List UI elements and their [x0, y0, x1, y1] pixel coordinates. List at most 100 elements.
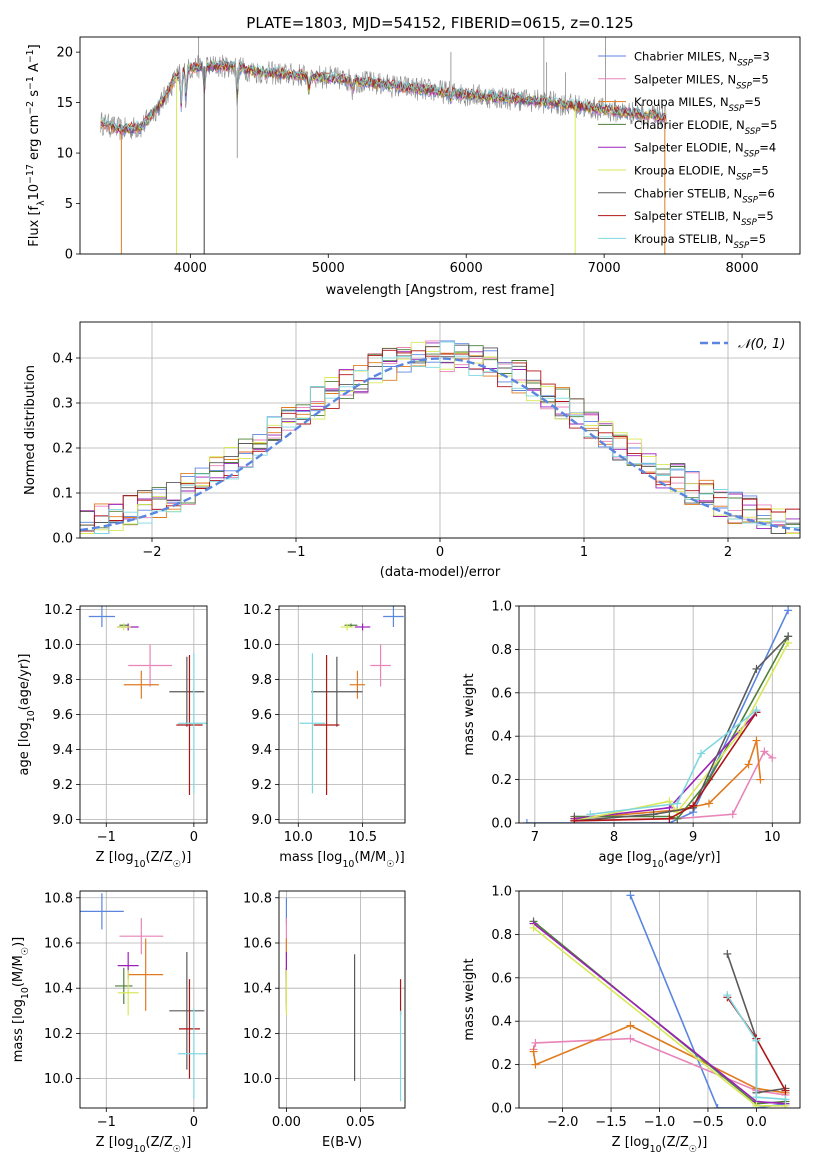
- mass-vs-ebv-panel: 0.00 0.05 10.0 10.2 10.4 10.6 10.8 E(B-V): [243, 890, 406, 1150]
- y-tick-label: 10.0: [44, 638, 73, 653]
- x-tick-label: 10.0: [284, 830, 313, 845]
- x-tick-label: −1: [97, 830, 116, 845]
- x-tick-label: −1.0: [644, 1115, 676, 1130]
- axes-frame: [518, 890, 801, 1109]
- y-tick-label: 5: [65, 197, 73, 212]
- series-line-chabrier_stelib: [574, 635, 789, 822]
- y-tick-label: 0.2: [491, 773, 512, 788]
- y-tick-label: 0.0: [491, 817, 512, 832]
- x-axis-label: Z [log10(Z/Z☉)]: [96, 850, 192, 870]
- y-tick-label: 0.0: [52, 532, 73, 547]
- mass-vs-Z-panel: −1 0 10.0 10.2 10.4 10.6 10.8 Z [log10(Z/Z☉)] ma…: [11, 890, 208, 1155]
- x-tick-label: 8: [610, 830, 618, 845]
- legend-entry: Salpeter MILES, NSSP=5: [634, 72, 769, 91]
- y-axis-label: Normed distribution: [23, 365, 38, 495]
- series-line-salpeter_stelib: [574, 711, 758, 822]
- y-tick-label: 9.2: [251, 778, 272, 793]
- legend-entry: 𝒩(0, 1): [738, 337, 785, 352]
- y-tick-label: 9.2: [52, 778, 73, 793]
- age-vs-mass-panel-points: [299, 606, 404, 795]
- x-tick-label: 1: [580, 545, 588, 560]
- histogram-lines: [80, 340, 800, 534]
- y-tick-label: 10.4: [44, 982, 73, 997]
- massweight-vs-Z-panel: −2.0 −1.5 −1.0 −0.5 0.0 0.0 0.2 0.4 0.6 0.8 1.0 Z […: [462, 885, 801, 1155]
- x-axis-label: age [log10(age/yr)]: [599, 850, 721, 870]
- x-tick-label: −2: [142, 545, 161, 560]
- y-tick-label: 0.8: [491, 928, 512, 943]
- y-tick-label: 0.0: [491, 1102, 512, 1117]
- y-tick-label: 9.8: [52, 673, 73, 688]
- series-line-kroupa_stelib: [726, 994, 786, 1101]
- axes-frame: [79, 890, 208, 1109]
- x-tick-label: 10: [764, 830, 781, 845]
- age-vs-Z-panel: −1 0 9.0 9.2 9.4 9.6 9.8 10.0 10.2 Z [log10(Z/Z☉)…: [17, 603, 208, 870]
- x-tick-label: 0.00: [272, 1115, 301, 1130]
- y-tick-label: 0.6: [491, 686, 512, 701]
- axes-frame: [278, 605, 406, 824]
- legend-entry: Kroupa MILES, NSSP=5: [634, 95, 761, 114]
- x-tick-label: −0.5: [692, 1115, 724, 1130]
- mass-vs-ebv-panel-points: [285, 897, 402, 1102]
- x-axis-label: mass [log10(M/M☉)]: [279, 850, 405, 870]
- y-tick-label: 10.6: [243, 936, 272, 951]
- y-axis-label: mass [log10(M/M☉)]: [11, 937, 31, 1063]
- mass-vs-Z-panel-points: [80, 893, 207, 1099]
- y-tick-label: 0.4: [491, 730, 512, 745]
- massweight-vs-age-panel-lines: [522, 606, 793, 823]
- y-tick-label: 10.0: [243, 1072, 272, 1087]
- spectrum-panel: 4000 5000 6000 7000 8000 0 5 10 15 20 wavelength […: [25, 36, 801, 298]
- x-tick-label: 9: [689, 830, 697, 845]
- x-tick-label: 10.5: [348, 830, 377, 845]
- x-tick-label: 0: [190, 830, 198, 845]
- x-axis-label: Z [log10(Z/Z☉)]: [96, 1135, 192, 1155]
- residuals-panel: −2 −1 0 1 2 0.0 0.1 0.2 0.3 0.4 (data-model)/error…: [23, 321, 801, 580]
- residuals-legend: 𝒩(0, 1): [700, 337, 785, 352]
- axes-frame: [79, 605, 208, 824]
- y-tick-label: 10.6: [44, 936, 73, 951]
- y-tick-label: 10.2: [44, 603, 73, 618]
- model-spectrum-kroupa_stelib: [100, 59, 666, 132]
- y-tick-label: 0.2: [52, 442, 73, 457]
- x-tick-label: 7: [531, 830, 539, 845]
- y-tick-label: 20: [56, 46, 73, 61]
- x-tick-label: 4000: [174, 261, 207, 276]
- y-tick-label: 0.3: [52, 397, 73, 412]
- y-tick-label: 10.2: [243, 1027, 272, 1042]
- normal-curve: [80, 357, 800, 532]
- spectrum-lines: [100, 37, 667, 254]
- x-tick-label: −1: [286, 545, 305, 560]
- x-axis-label: E(B-V): [322, 1135, 362, 1150]
- x-tick-label: 2: [724, 545, 732, 560]
- legend-entry: Chabrier STELIB, NSSP=6: [634, 186, 775, 205]
- y-tick-label: 9.6: [251, 708, 272, 723]
- axes-frame: [278, 890, 406, 1109]
- y-tick-label: 10.2: [243, 603, 272, 618]
- series-line-chabrier_elodie: [574, 636, 789, 820]
- y-tick-label: 0.4: [491, 1015, 512, 1030]
- legend-entry: Kroupa ELODIE, NSSP=5: [634, 164, 769, 183]
- y-tick-label: 0.4: [52, 352, 73, 367]
- x-tick-label: −1: [97, 1115, 116, 1130]
- x-axis-label: Z [log10(Z/Z☉)]: [612, 1135, 708, 1155]
- x-tick-label: 0: [190, 1115, 198, 1130]
- y-tick-label: 1.0: [491, 885, 512, 900]
- axes-frame: [79, 36, 801, 255]
- y-tick-label: 10: [56, 147, 73, 162]
- massweight-vs-age-panel: 7 8 9 10 0.0 0.2 0.4 0.6 0.8 1.0 age [log10(age/yr…: [462, 600, 801, 870]
- legend-entry: Salpeter ELODIE, NSSP=4: [634, 141, 776, 160]
- axes-frame: [79, 321, 801, 539]
- series-line-kroupa_stelib: [590, 709, 757, 816]
- y-tick-label: 0: [65, 248, 73, 263]
- x-tick-label: 8000: [726, 261, 759, 276]
- y-axis-label: mass weight: [462, 673, 477, 755]
- y-tick-label: 10.4: [243, 982, 272, 997]
- figure-title: PLATE=1803, MJD=54152, FIBERID=0615, z=0…: [246, 14, 633, 32]
- y-axis-label: mass weight: [462, 958, 477, 1040]
- x-tick-label: 0.05: [346, 1115, 375, 1130]
- plot-background: [80, 37, 800, 254]
- legend-entry: Chabrier ELODIE, NSSP=5: [634, 118, 777, 137]
- axes-frame: [518, 605, 801, 824]
- y-tick-label: 0.6: [491, 971, 512, 986]
- x-tick-label: 0: [436, 545, 444, 560]
